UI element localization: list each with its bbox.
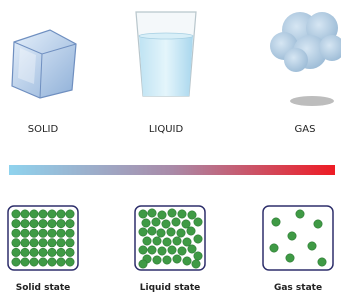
particle bbox=[57, 229, 65, 237]
particle bbox=[66, 239, 74, 247]
particle bbox=[158, 211, 166, 219]
particle bbox=[30, 239, 38, 247]
particle bbox=[57, 248, 65, 256]
particle bbox=[12, 229, 20, 237]
glass-icon bbox=[136, 12, 196, 96]
state-label: LIQUID bbox=[149, 124, 184, 135]
particle bbox=[21, 210, 29, 218]
particle bbox=[139, 246, 147, 254]
particle bbox=[192, 260, 200, 268]
particle bbox=[39, 219, 47, 227]
particle bbox=[182, 220, 190, 228]
particle bbox=[57, 239, 65, 247]
particle bbox=[21, 219, 29, 227]
particle bbox=[48, 239, 56, 247]
particle bbox=[173, 237, 181, 245]
particle bbox=[177, 229, 185, 237]
particle bbox=[188, 245, 196, 253]
particle bbox=[21, 229, 29, 237]
state-label: GAS bbox=[295, 124, 316, 135]
particle bbox=[139, 210, 147, 218]
particle bbox=[173, 255, 181, 263]
particle bbox=[12, 239, 20, 247]
particle bbox=[308, 242, 316, 250]
particle bbox=[30, 219, 38, 227]
particle bbox=[172, 218, 180, 226]
particle bbox=[139, 260, 147, 268]
particle bbox=[39, 239, 47, 247]
particle bbox=[167, 228, 175, 236]
cloud-icon bbox=[270, 12, 341, 106]
particle bbox=[12, 248, 20, 256]
particle bbox=[270, 244, 278, 252]
particle bbox=[163, 256, 171, 264]
particle bbox=[30, 258, 38, 266]
states-of-matter: SOLID LIQUID GAS Solid state Liquid stat… bbox=[0, 0, 341, 296]
particle bbox=[194, 218, 202, 226]
state-label: SOLID bbox=[28, 124, 59, 135]
particle bbox=[30, 210, 38, 218]
particle bbox=[288, 232, 296, 240]
particle bbox=[57, 219, 65, 227]
particle bbox=[178, 210, 186, 218]
particle bbox=[162, 220, 170, 228]
particle bbox=[286, 254, 294, 262]
particle bbox=[12, 219, 20, 227]
particle bbox=[143, 237, 151, 245]
particle bbox=[163, 238, 171, 246]
particle bbox=[158, 247, 166, 255]
state-caption: Gas state bbox=[274, 283, 322, 293]
particle bbox=[66, 229, 74, 237]
particle bbox=[21, 258, 29, 266]
particle bbox=[157, 229, 165, 237]
state-caption: Liquid state bbox=[140, 283, 200, 293]
particle bbox=[168, 246, 176, 254]
particle bbox=[21, 248, 29, 256]
particle bbox=[12, 210, 20, 218]
particle bbox=[314, 220, 322, 228]
particle bbox=[66, 219, 74, 227]
particle bbox=[48, 229, 56, 237]
particle bbox=[153, 237, 161, 245]
particle bbox=[148, 227, 156, 235]
particle bbox=[66, 248, 74, 256]
particle bbox=[21, 239, 29, 247]
particle bbox=[194, 252, 202, 260]
particle bbox=[30, 248, 38, 256]
particle bbox=[48, 219, 56, 227]
ice-cube-icon bbox=[12, 30, 76, 98]
particle bbox=[296, 210, 304, 218]
particle bbox=[187, 227, 195, 235]
particle bbox=[318, 258, 326, 266]
particle bbox=[152, 218, 160, 226]
particle bbox=[66, 258, 74, 266]
particle bbox=[148, 209, 156, 217]
particle bbox=[148, 246, 156, 254]
particle bbox=[188, 211, 196, 219]
particle bbox=[142, 219, 150, 227]
particle bbox=[139, 228, 147, 236]
temperature-gradient bbox=[9, 165, 335, 175]
particle bbox=[178, 247, 186, 255]
particle bbox=[39, 248, 47, 256]
particle bbox=[66, 210, 74, 218]
particle bbox=[57, 210, 65, 218]
particle bbox=[57, 258, 65, 266]
particle bbox=[12, 258, 20, 266]
particle bbox=[272, 218, 280, 226]
particle bbox=[194, 235, 202, 243]
state-caption: Solid state bbox=[16, 283, 71, 293]
particle bbox=[39, 210, 47, 218]
particle bbox=[48, 210, 56, 218]
particle bbox=[39, 258, 47, 266]
particle bbox=[183, 257, 191, 265]
particle bbox=[39, 229, 47, 237]
particle bbox=[153, 256, 161, 264]
particle bbox=[48, 258, 56, 266]
particle bbox=[48, 248, 56, 256]
particle bbox=[183, 238, 191, 246]
particle bbox=[168, 209, 176, 217]
particle bbox=[30, 229, 38, 237]
